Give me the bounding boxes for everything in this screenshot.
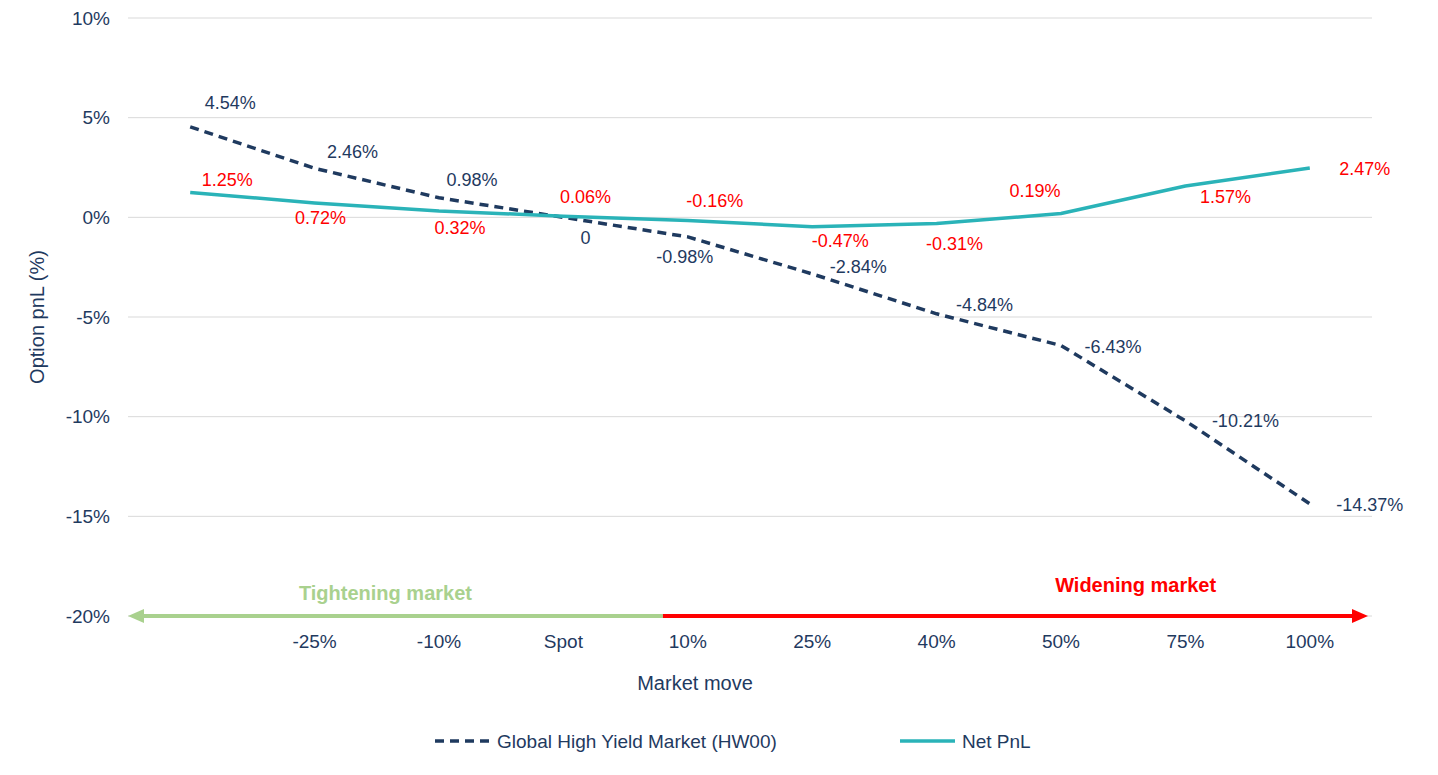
data-label: 0.32% xyxy=(434,218,485,238)
y-tick-label: 0% xyxy=(83,207,111,228)
arrow xyxy=(140,614,663,618)
data-label: 0.06% xyxy=(560,187,611,207)
grid-line xyxy=(128,317,1372,318)
legend-swatch xyxy=(435,739,490,743)
x-tick-label: Spot xyxy=(544,631,584,652)
plot-area xyxy=(190,127,1310,504)
data-label: -6.43% xyxy=(1084,337,1141,357)
data-label: -0.31% xyxy=(926,234,983,254)
legend-swatch xyxy=(900,739,955,743)
y-tick-label: 5% xyxy=(83,107,111,128)
grid-line xyxy=(128,416,1372,417)
data-label: 0.72% xyxy=(295,208,346,228)
grid-line xyxy=(128,117,1372,118)
y-tick-label: -10% xyxy=(66,406,110,427)
x-axis-title: Market move xyxy=(637,672,753,694)
annotation: Tightening market xyxy=(299,582,472,604)
grid-line xyxy=(128,18,1372,19)
data-label: -0.16% xyxy=(686,191,743,211)
x-tick-label: -10% xyxy=(417,631,461,652)
data-label: -2.84% xyxy=(830,257,887,277)
annotation: Widening market xyxy=(1055,574,1216,596)
x-tick-label: 25% xyxy=(793,631,831,652)
series-line xyxy=(190,127,1310,504)
x-tick-label: 10% xyxy=(669,631,707,652)
data-label: 0 xyxy=(580,228,590,248)
data-label: 2.47% xyxy=(1339,159,1390,179)
y-tick-label: -5% xyxy=(76,307,110,328)
y-tick-label: 10% xyxy=(72,8,110,29)
grid-line xyxy=(128,616,1372,617)
data-label: -4.84% xyxy=(956,295,1013,315)
data-label: 0.98% xyxy=(446,170,497,190)
data-label: 2.46% xyxy=(327,142,378,162)
series-line xyxy=(190,168,1310,227)
data-label: -0.98% xyxy=(656,247,713,267)
data-label: -14.37% xyxy=(1336,495,1403,515)
data-label: 1.25% xyxy=(202,170,253,190)
x-tick-label: 100% xyxy=(1285,631,1334,652)
legend-label: Net PnL xyxy=(962,731,1031,752)
data-label: -10.21% xyxy=(1212,411,1279,431)
x-tick-label: -25% xyxy=(292,631,336,652)
legend-label: Global High Yield Market (HW00) xyxy=(497,731,777,752)
data-label: 0.19% xyxy=(1009,181,1060,201)
grid-line xyxy=(128,516,1372,517)
x-tick-label: 50% xyxy=(1042,631,1080,652)
arrow-head xyxy=(128,609,144,623)
data-label: 1.57% xyxy=(1200,187,1251,207)
data-label: 4.54% xyxy=(205,93,256,113)
arrow-head xyxy=(1352,609,1368,623)
data-label: -0.47% xyxy=(812,231,869,251)
arrow xyxy=(663,614,1356,618)
chart: -20% -15% -10% -5% 0% 5% 10% -25% -10% Spot 10% 25%… xyxy=(0,0,1438,775)
x-tick-label: 40% xyxy=(918,631,956,652)
x-tick-label: 75% xyxy=(1166,631,1204,652)
y-tick-label: -15% xyxy=(66,506,110,527)
y-axis-title: Option pnL (%) xyxy=(26,250,48,384)
y-tick-label: -20% xyxy=(66,606,110,627)
